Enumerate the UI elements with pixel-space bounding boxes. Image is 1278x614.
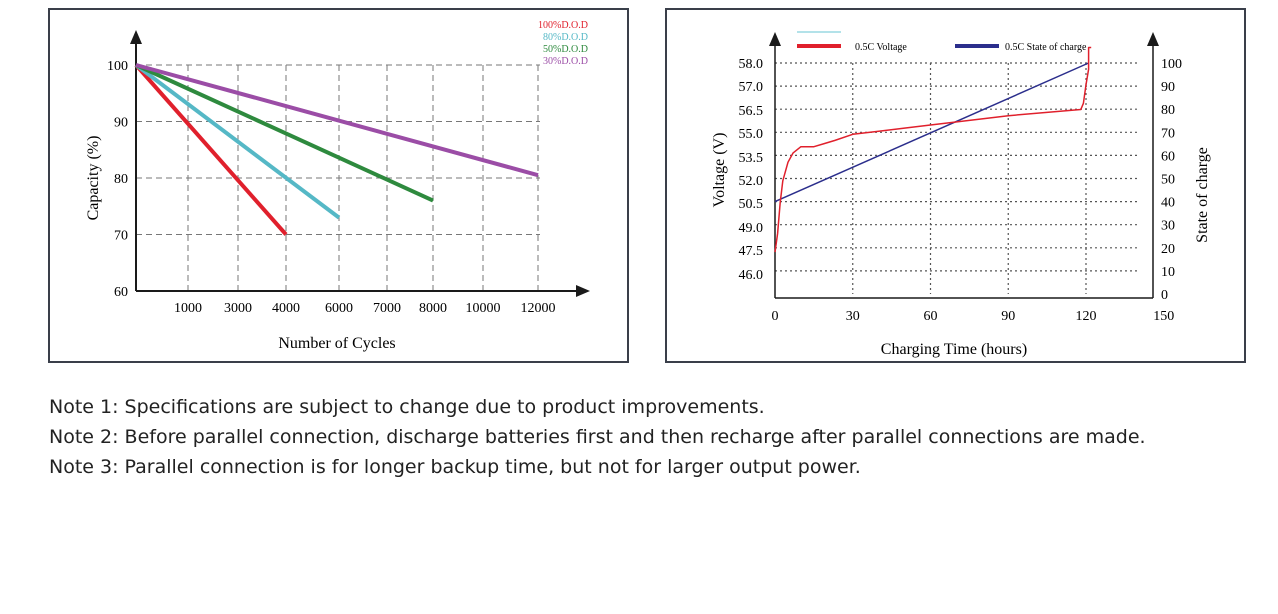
left-y-tick-label: 58.0 xyxy=(739,57,764,72)
series-line-soc xyxy=(774,62,1089,203)
right-y-tick-label: 10 xyxy=(1161,265,1175,280)
x-tick-label: 4000 xyxy=(272,301,300,316)
cycle-life-chart: 60 70 80 90 100 1000 3000 4000 6000 7000 8000 10000… xyxy=(48,8,629,363)
legend-label-soc: 0.5C State of charge xyxy=(1005,42,1087,53)
left-y-tick-label: 50.5 xyxy=(739,197,764,212)
right-y-tick-label: 40 xyxy=(1161,196,1175,211)
right-y-tick-label: 50 xyxy=(1161,173,1175,188)
legend-label: 30%D.O.D xyxy=(543,56,588,67)
right-y-tick-label: 20 xyxy=(1161,242,1175,257)
note-1: Note 1: Specifications are subject to ch… xyxy=(49,396,765,418)
y-tick-label: 90 xyxy=(114,116,128,131)
note-3: Note 3: Parallel connection is for longe… xyxy=(49,456,861,478)
left-y-tick-label: 47.5 xyxy=(739,244,764,259)
legend-label: 80%D.O.D xyxy=(543,32,588,43)
legend-label: 100%D.O.D xyxy=(538,20,588,31)
right-y-tick-label: 80 xyxy=(1161,103,1175,118)
left-y-tick-label: 52.0 xyxy=(739,174,764,189)
left-y-tick-label: 53.5 xyxy=(739,151,764,166)
x-tick-label: 150 xyxy=(1153,309,1174,324)
y-tick-label: 80 xyxy=(114,172,128,187)
right-y-axis-arrow xyxy=(1147,32,1159,46)
left-y-tick-label: 57.0 xyxy=(739,80,764,95)
right-y-tick-label: 30 xyxy=(1161,219,1175,234)
series-line-100dod xyxy=(134,63,288,236)
legend-label-voltage: 0.5C Voltage xyxy=(855,42,907,53)
y-tick-label: 60 xyxy=(114,285,128,300)
series-line-80dod xyxy=(134,63,341,220)
x-tick-label: 1000 xyxy=(174,301,202,316)
x-tick-label: 60 xyxy=(924,309,938,324)
series-line-50dod xyxy=(135,63,434,203)
left-y-axis-title: Voltage (V) xyxy=(711,133,728,208)
right-y-tick-label: 60 xyxy=(1161,149,1175,164)
y-axis-arrow xyxy=(130,30,142,44)
x-axis-title: Charging Time (hours) xyxy=(881,341,1027,358)
x-tick-label: 30 xyxy=(846,309,860,324)
x-tick-label: 10000 xyxy=(466,301,501,316)
left-y-tick-label: 49.0 xyxy=(739,221,764,236)
right-y-tick-label: 100 xyxy=(1161,57,1182,72)
charging-curve-chart-svg: 58.0 57.0 56.5 55.0 53.5 52.0 50.5 49.0 47.5 46.0… xyxy=(711,31,1211,358)
x-tick-label: 120 xyxy=(1076,309,1097,324)
right-y-tick-label: 70 xyxy=(1161,126,1175,141)
x-tick-label: 7000 xyxy=(373,301,401,316)
x-tick-label: 12000 xyxy=(521,301,556,316)
series-line-30dod xyxy=(135,63,539,178)
x-axis-arrow xyxy=(576,285,590,297)
right-y-tick-label: 0 xyxy=(1161,288,1168,303)
left-y-tick-label: 46.0 xyxy=(739,268,764,283)
left-y-tick-label: 55.0 xyxy=(739,127,764,142)
right-y-axis-title: State of charge xyxy=(1194,147,1211,243)
y-axis-title: Capacity (%) xyxy=(85,136,102,221)
cycle-life-chart-svg: 60 70 80 90 100 1000 3000 4000 6000 7000 8000 10000… xyxy=(85,20,590,352)
x-tick-label: 6000 xyxy=(325,301,353,316)
right-y-tick-label: 90 xyxy=(1161,80,1175,95)
series-line-voltage xyxy=(774,46,1092,253)
x-tick-label: 0 xyxy=(772,309,779,324)
charging-curve-chart: 58.0 57.0 56.5 55.0 53.5 52.0 50.5 49.0 47.5 46.0… xyxy=(665,8,1246,363)
notes-list: Note 1: Specifications are subject to ch… xyxy=(49,392,1146,482)
left-y-axis-arrow xyxy=(769,32,781,46)
note-2: Note 2: Before parallel connection, disc… xyxy=(49,426,1146,448)
x-axis-title: Number of Cycles xyxy=(278,335,395,352)
x-tick-label: 3000 xyxy=(224,301,252,316)
y-tick-label: 70 xyxy=(114,229,128,244)
x-tick-label: 90 xyxy=(1001,309,1015,324)
legend-label: 50%D.O.D xyxy=(543,44,588,55)
y-tick-label: 100 xyxy=(107,59,128,74)
left-y-tick-label: 56.5 xyxy=(739,104,764,119)
x-tick-label: 8000 xyxy=(419,301,447,316)
